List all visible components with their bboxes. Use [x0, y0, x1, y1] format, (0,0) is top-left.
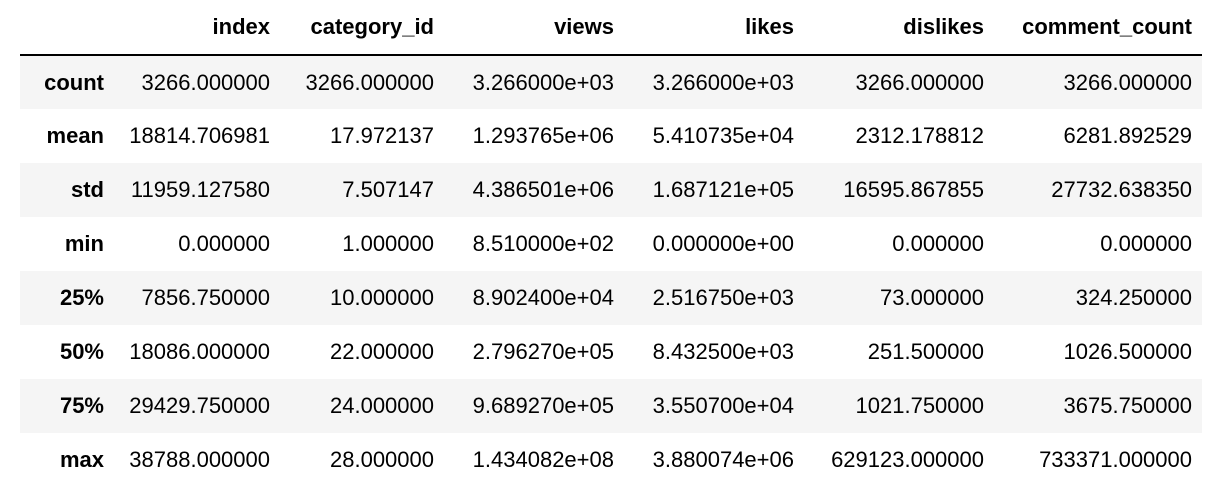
table-cell: 1.293765e+06 — [472, 123, 614, 148]
table-cell: 8.510000e+02 — [472, 231, 614, 256]
table-cell: 3266.000000 — [855, 69, 984, 95]
column-header-comment-count: comment_count — [994, 0, 1202, 56]
table-row: 25% 7856.750000 10.000000 8.902400e+04 2… — [20, 271, 1202, 325]
table-cell: 324.250000 — [1075, 285, 1192, 310]
table-header: index category_id views likes dislikes c… — [20, 0, 1202, 56]
table-cell: 16595.867855 — [843, 177, 984, 202]
table-row: mean 18814.706981 17.972137 1.293765e+06… — [20, 109, 1202, 163]
table-cell: 5.410735e+04 — [652, 123, 794, 148]
row-label: min — [64, 231, 104, 256]
table-cell: 73.000000 — [880, 285, 984, 310]
row-label: 50% — [59, 339, 104, 364]
table-cell: 1026.500000 — [1063, 339, 1192, 364]
table-row: min 0.000000 1.000000 8.510000e+02 0.000… — [20, 217, 1202, 271]
table-cell: 733371.000000 — [1039, 447, 1192, 472]
table-row: 75% 29429.750000 24.000000 9.689270e+05 … — [20, 379, 1202, 433]
column-header-index: index — [116, 0, 280, 56]
table-cell: 24.000000 — [330, 393, 434, 418]
row-label: max — [59, 447, 104, 472]
table-cell: 9.689270e+05 — [472, 393, 614, 418]
table-cell: 3675.750000 — [1063, 393, 1192, 418]
table-cell: 1021.750000 — [855, 393, 984, 418]
table-row: max 38788.000000 28.000000 1.434082e+08 … — [20, 433, 1202, 487]
table-cell: 1.434082e+08 — [472, 447, 614, 472]
header-row: index category_id views likes dislikes c… — [20, 0, 1202, 56]
table-row: count 3266.000000 3266.000000 3.266000e+… — [20, 55, 1202, 109]
table-body: count 3266.000000 3266.000000 3.266000e+… — [20, 55, 1202, 487]
table-cell: 22.000000 — [330, 339, 434, 364]
table-cell: 6281.892529 — [1063, 123, 1192, 148]
table-cell: 629123.000000 — [831, 447, 984, 472]
column-header-views: views — [444, 0, 624, 56]
table-cell: 2.796270e+05 — [472, 339, 614, 364]
table-cell: 2312.178812 — [855, 123, 984, 148]
table-cell: 4.386501e+06 — [472, 177, 614, 202]
table-cell: 18086.000000 — [129, 339, 270, 364]
table-cell: 3.880074e+06 — [652, 447, 794, 472]
table-cell: 3266.000000 — [141, 69, 270, 95]
dataframe-describe-output: index category_id views likes dislikes c… — [20, 0, 1202, 487]
column-header-category-id: category_id — [280, 0, 444, 56]
table-cell: 10.000000 — [330, 285, 434, 310]
row-label: 25% — [59, 285, 104, 310]
table-cell: 8.902400e+04 — [472, 285, 614, 310]
table-cell: 29429.750000 — [129, 393, 270, 418]
table-cell: 0.000000e+00 — [652, 231, 794, 256]
table-cell: 17.972137 — [330, 123, 434, 148]
table-row: 50% 18086.000000 22.000000 2.796270e+05 … — [20, 325, 1202, 379]
row-label: mean — [46, 123, 104, 148]
table-cell: 27732.638350 — [1051, 177, 1192, 202]
table-cell: 3266.000000 — [1063, 69, 1192, 95]
table-cell: 18814.706981 — [129, 123, 270, 148]
table-cell: 2.516750e+03 — [652, 285, 794, 310]
describe-table: index category_id views likes dislikes c… — [20, 0, 1202, 487]
row-label: 75% — [59, 393, 104, 418]
table-row: std 11959.127580 7.507147 4.386501e+06 1… — [20, 163, 1202, 217]
table-cell: 3.550700e+04 — [652, 393, 794, 418]
table-cell: 8.432500e+03 — [652, 339, 794, 364]
table-cell: 28.000000 — [330, 447, 434, 472]
table-cell: 7856.750000 — [141, 285, 270, 310]
table-cell: 1.687121e+05 — [652, 177, 794, 202]
table-cell: 3.266000e+03 — [652, 69, 794, 95]
table-cell: 251.500000 — [867, 339, 984, 364]
table-cell: 0.000000 — [1100, 231, 1192, 256]
table-cell: 1.000000 — [342, 231, 434, 256]
table-cell: 0.000000 — [892, 231, 984, 256]
table-cell: 3266.000000 — [305, 69, 434, 95]
table-cell: 38788.000000 — [129, 447, 270, 472]
column-header-likes: likes — [624, 0, 804, 56]
table-cell: 3.266000e+03 — [472, 69, 614, 95]
table-cell: 0.000000 — [178, 231, 270, 256]
column-header-dislikes: dislikes — [804, 0, 994, 56]
table-cell: 11959.127580 — [130, 177, 270, 202]
header-index-corner — [20, 0, 116, 56]
row-label: count — [44, 69, 104, 95]
table-cell: 7.507147 — [342, 177, 434, 202]
row-label: std — [71, 177, 104, 202]
